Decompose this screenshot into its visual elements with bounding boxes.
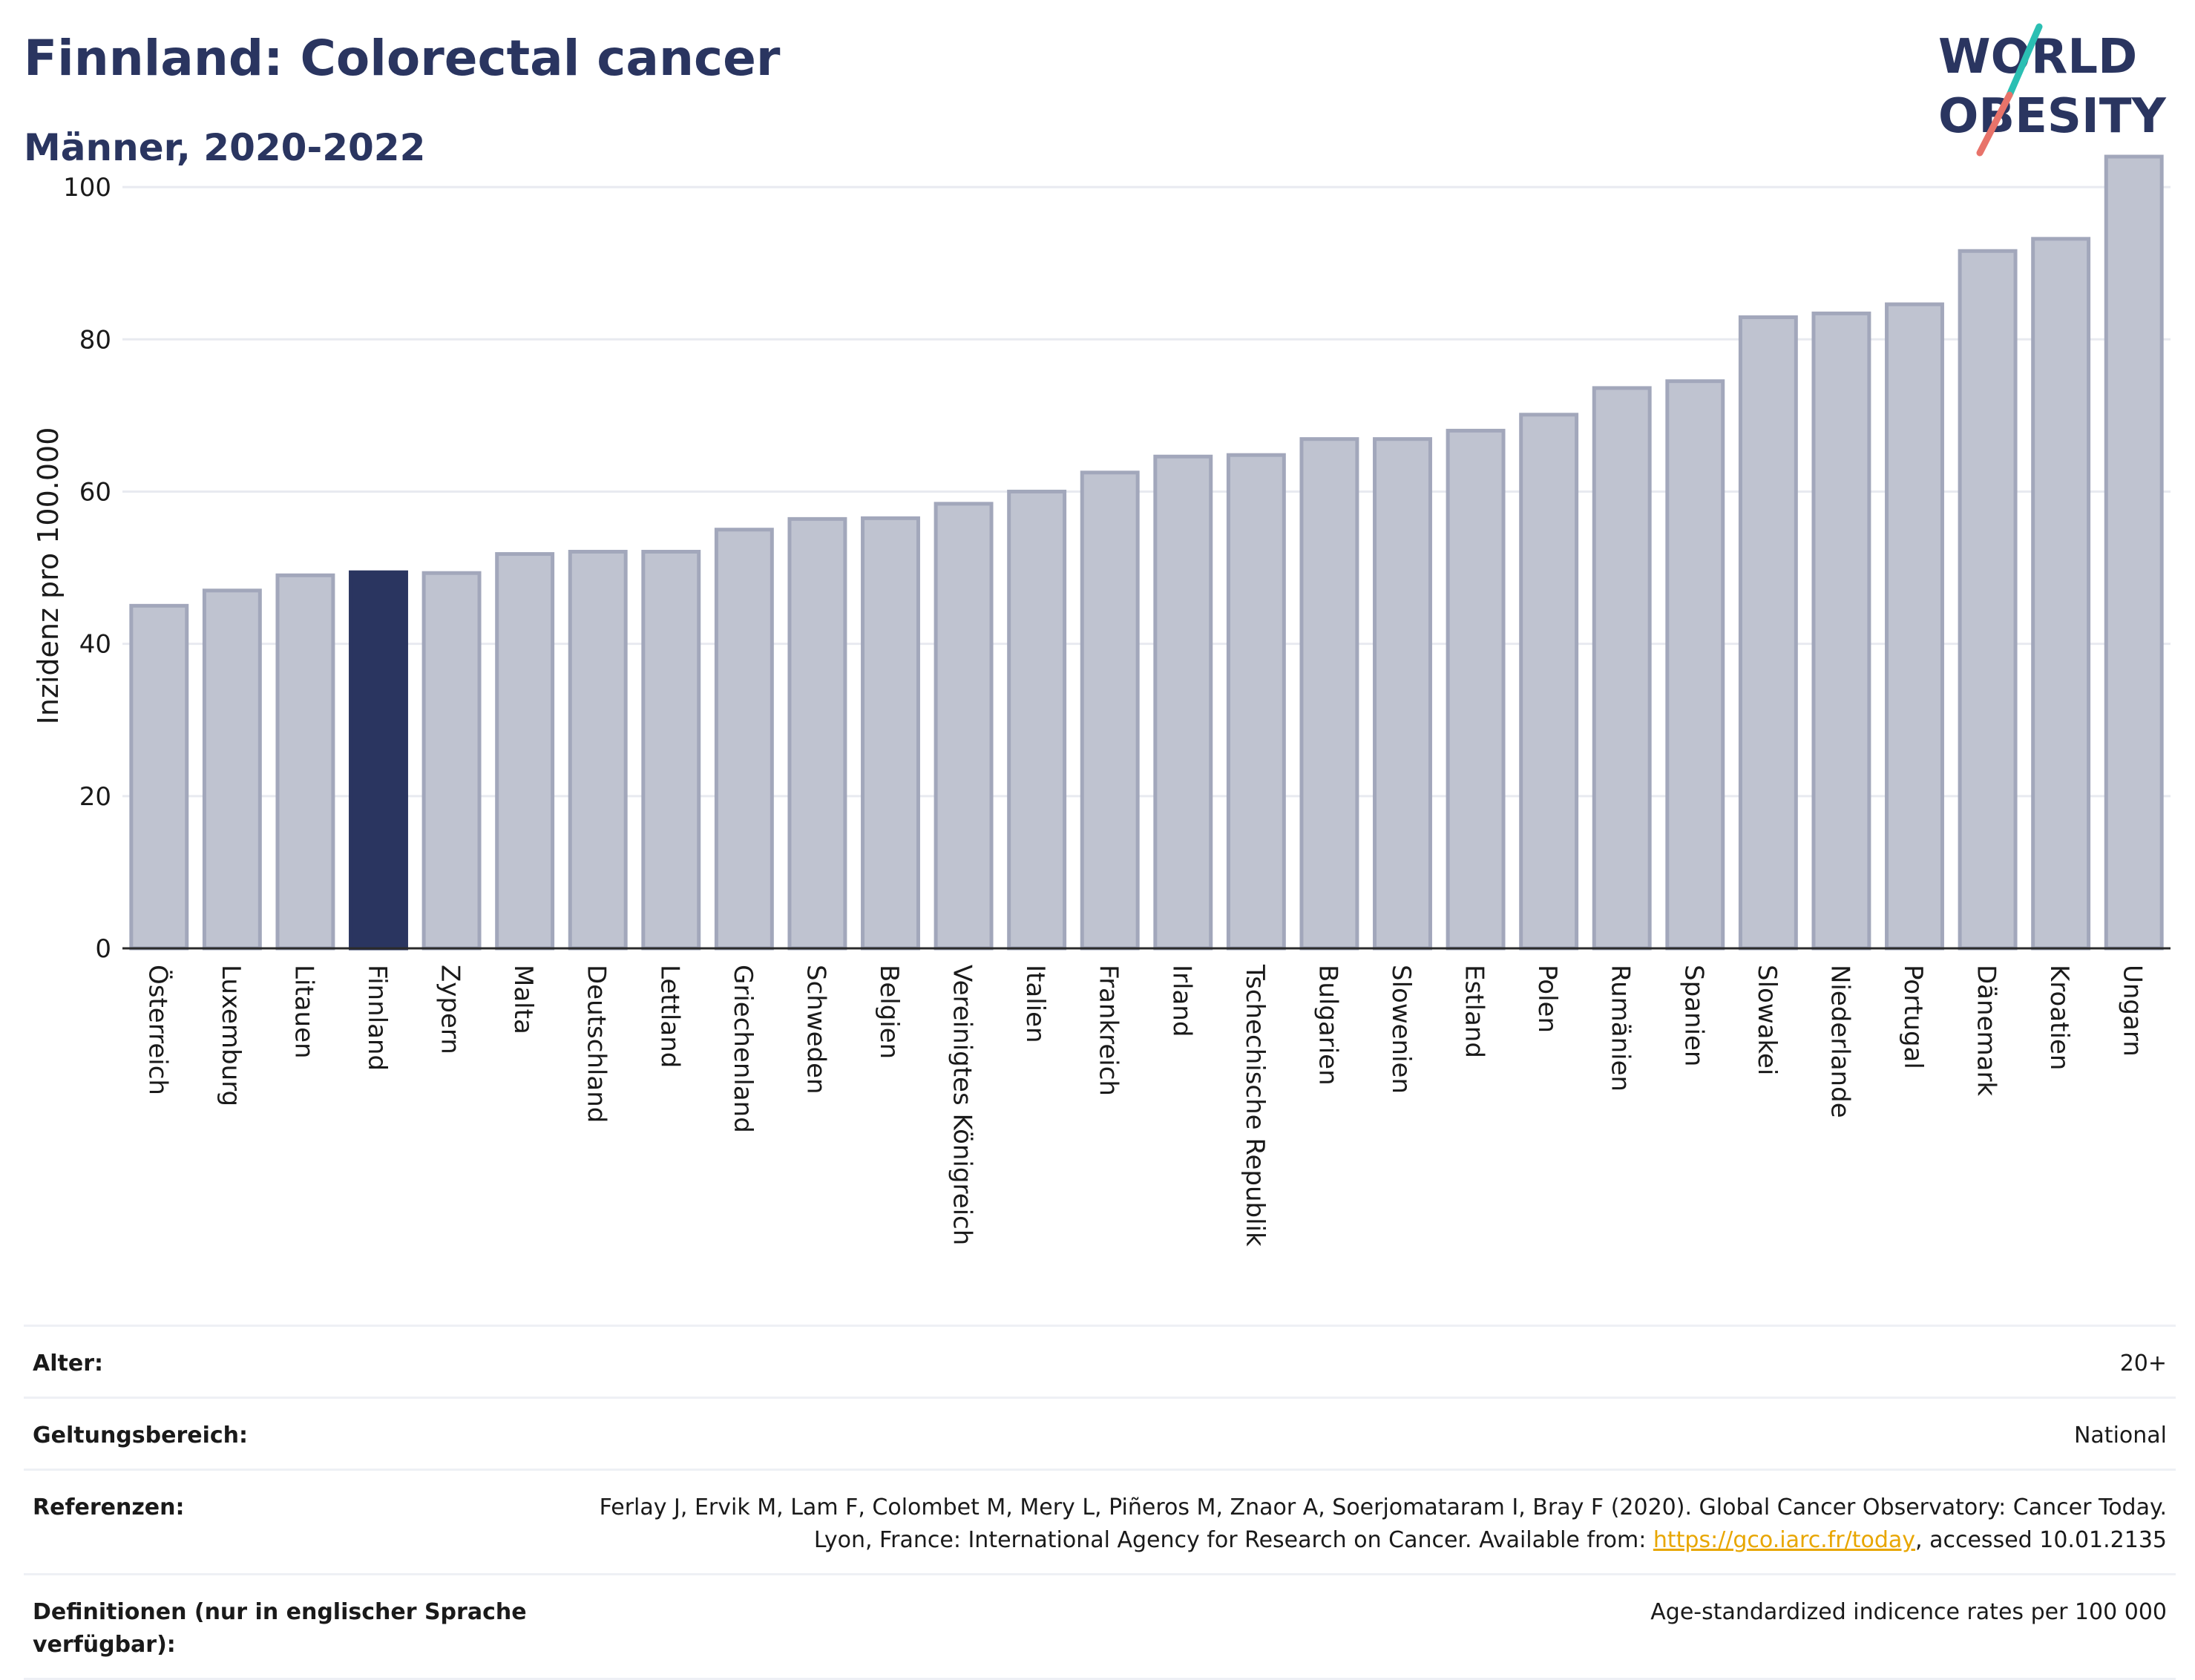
bar	[495, 552, 555, 951]
reference-accessed: , accessed 10.01.2135	[1915, 1527, 2167, 1553]
x-tick-label: Litauen	[289, 965, 318, 1059]
logo-word-world: WORLD	[1938, 30, 2137, 85]
y-axis-title: Inzidenz pro 100.000	[32, 427, 65, 725]
info-value-definitions: Age-standardized indicence rates per 100…	[1650, 1599, 2167, 1625]
x-tick-label: Schweden	[801, 965, 830, 1095]
x-tick-label: Niederlande	[1825, 965, 1854, 1118]
bar	[1665, 379, 1725, 951]
bar	[1153, 454, 1213, 951]
bar	[202, 588, 262, 951]
info-value-scope: National	[2073, 1423, 2167, 1448]
bar	[1738, 315, 1798, 951]
x-tick-label: Österreich	[142, 965, 173, 1095]
x-tick-label: Lettland	[654, 965, 684, 1068]
bar	[1885, 302, 1944, 951]
info-label-definitions: Definitionen (nur in englischer Sprache …	[33, 1599, 527, 1658]
bar	[641, 549, 701, 951]
bar	[2031, 237, 2091, 951]
bar	[1958, 249, 2018, 951]
x-tick-label: Finnland	[362, 965, 392, 1071]
x-tick-label: Italien	[1020, 965, 1050, 1043]
info-label-age: Alter:	[33, 1351, 103, 1377]
bar	[1519, 413, 1579, 951]
bar	[129, 603, 189, 951]
logo-slash-teal	[2006, 23, 2043, 99]
x-tick-label: Belgien	[874, 965, 904, 1059]
x-tick-label: Vereinigtes Königreich	[948, 965, 977, 1245]
bar	[1007, 489, 1067, 951]
x-tick-label: Estland	[1460, 965, 1489, 1058]
x-tick-label: Polen	[1532, 965, 1562, 1033]
y-tick-label: 60	[79, 477, 111, 507]
bar	[568, 549, 628, 951]
info-label-references: Referenzen:	[33, 1494, 185, 1520]
x-tick-label: Rumänien	[1606, 965, 1635, 1092]
chart-title: Finnland: Colorectal cancer	[24, 30, 781, 87]
axis-layer: 0 20 40 60 80 100 Österreich Luxemburg Litauen Fi…	[63, 173, 2171, 1247]
x-tick-label: Frankreich	[1094, 965, 1123, 1096]
x-tick-label: Slowakei	[1752, 965, 1782, 1075]
x-tick-label: Ungarn	[2118, 965, 2148, 1057]
x-tick-label: Irland	[1167, 965, 1196, 1037]
info-row-age: Alter: 20+	[24, 1325, 2176, 1397]
bar	[1080, 470, 1140, 951]
bar	[1592, 386, 1652, 951]
x-tick-label: Deutschland	[582, 965, 611, 1123]
logo-slash-coral	[1976, 91, 2013, 157]
y-tick-label: 80	[79, 325, 111, 355]
x-tick-label: Kroatien	[2044, 965, 2074, 1070]
x-tick-label: Luxemburg	[216, 965, 246, 1106]
info-value-references: Ferlay J, Ervik M, Lam F, Colombet M, Me…	[571, 1492, 2167, 1557]
x-tick-label: Griechenland	[728, 965, 758, 1133]
bar	[1226, 453, 1286, 951]
bar	[714, 528, 774, 951]
bar	[275, 573, 335, 951]
bar	[1299, 437, 1359, 951]
bar	[2104, 154, 2164, 951]
reference-link[interactable]: https://gco.iarc.fr/today	[1653, 1527, 1916, 1553]
info-row-definitions: Definitionen (nur in englischer Sprache …	[24, 1573, 2176, 1680]
x-tick-label: Malta	[508, 965, 538, 1034]
info-label-scope: Geltungsbereich:	[33, 1423, 249, 1448]
bar	[934, 502, 994, 951]
bars-layer	[129, 154, 2164, 951]
bar	[1811, 311, 1871, 951]
x-tick-label: Bulgarien	[1313, 965, 1342, 1086]
world-obesity-logo: WORLD OBESITY	[1938, 23, 2166, 157]
x-tick-label: Zypern	[436, 965, 465, 1054]
bar	[349, 570, 408, 951]
bar-chart: 0 20 40 60 80 100 Österreich Luxemburg Litauen Fi…	[32, 154, 2171, 1247]
info-value-age: 20+	[2119, 1351, 2167, 1377]
x-tick-label: Portugal	[1898, 965, 1928, 1069]
y-tick-label: 0	[95, 934, 111, 964]
y-tick-label: 40	[79, 630, 111, 660]
chart-subtitle: Männer, 2020-2022	[24, 126, 426, 169]
logo-word-obesity: OBESITY	[1938, 89, 2166, 144]
bar	[421, 571, 482, 951]
x-tick-label: Dänemark	[1972, 965, 2001, 1096]
info-row-references: Referenzen: Ferlay J, Ervik M, Lam F, Co…	[24, 1469, 2176, 1573]
x-tick-label: Tschechische Republik	[1240, 964, 1270, 1247]
bar	[1446, 428, 1506, 951]
info-table: Alter: 20+ Geltungsbereich: National Ref…	[24, 1325, 2176, 1680]
bar	[861, 516, 920, 951]
x-tick-label: Spanien	[1679, 965, 1708, 1066]
bar	[787, 516, 847, 951]
reference-text: Ferlay J, Ervik M, Lam F, Colombet M, Me…	[599, 1494, 2167, 1553]
x-tick-label: Slowenien	[1386, 965, 1416, 1094]
bar	[1373, 437, 1432, 951]
info-row-scope: Geltungsbereich: National	[24, 1397, 2176, 1469]
y-tick-label: 100	[63, 173, 111, 203]
y-tick-label: 20	[79, 782, 111, 812]
